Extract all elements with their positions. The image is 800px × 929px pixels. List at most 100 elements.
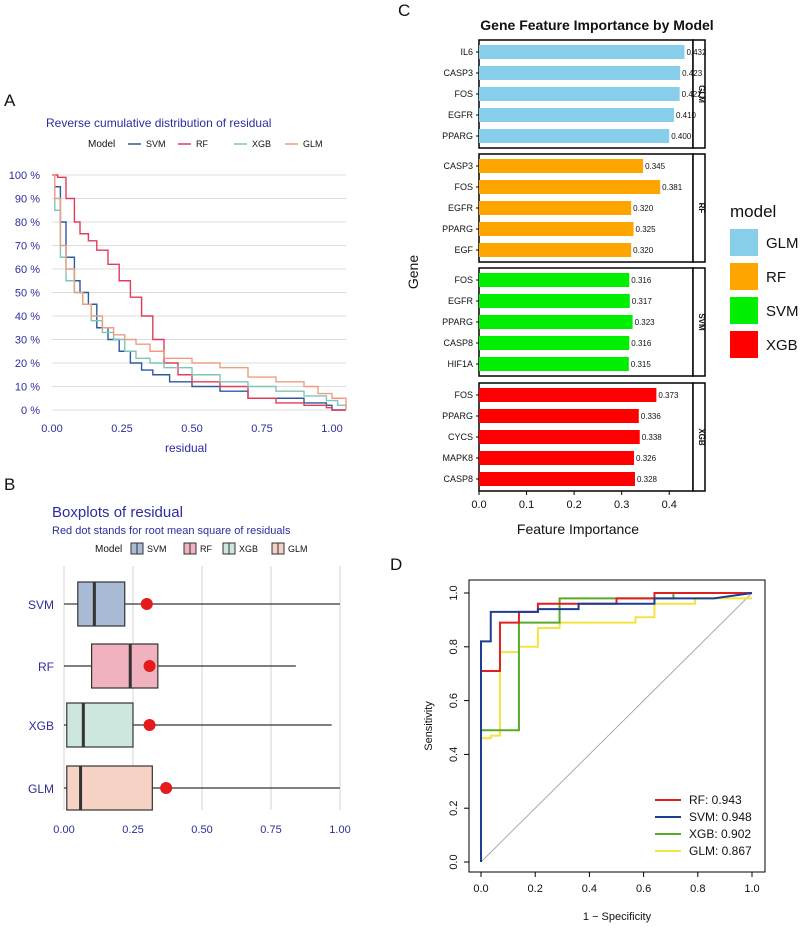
chart-c-category-label: CASP8 <box>443 338 473 348</box>
panel-label-d: D <box>390 555 402 574</box>
chart-d-ytick-label: 0.0 <box>448 854 460 869</box>
chart-b-xtick-label: 0.25 <box>122 824 143 836</box>
chart-b-xtick-label: 0.75 <box>260 824 281 836</box>
panel-label-b: B <box>4 475 15 494</box>
chart-d-xtick-label: 0.0 <box>473 883 488 895</box>
chart-b-xtick-label: 0.00 <box>53 824 74 836</box>
chart-c-legend-label: GLM <box>766 235 799 252</box>
chart-b-rmse-dot <box>143 660 156 672</box>
chart-a-series-line-glm <box>52 174 347 410</box>
chart-c-bar <box>479 430 640 444</box>
chart-b-legend: SVM RF XGB GLM <box>130 542 308 555</box>
chart-c-bar-value-label: 0.336 <box>641 412 662 421</box>
chart-d-ytick-label: 0.6 <box>448 693 460 708</box>
chart-c-legend-label: XGB <box>766 337 798 354</box>
chart-d-legend-label: RF: 0.943 <box>689 793 742 807</box>
chart-b-box-svm <box>77 581 126 627</box>
chart-c-bar <box>479 243 632 257</box>
chart-c-bar <box>479 180 661 194</box>
chart-c-x-ticks: 0.0 0.1 0.2 0.3 0.4 <box>471 490 693 511</box>
chart-b-category-label: GLM <box>28 782 54 796</box>
chart-a-legend-label: GLM <box>303 139 323 149</box>
chart-c-category-label: CASP3 <box>443 68 473 78</box>
chart-b-rmse-dot <box>143 719 156 731</box>
chart-c-category-label: IL6 <box>460 47 473 57</box>
chart-c-bar <box>479 108 674 122</box>
chart-a-xtick-label: 0.75 <box>251 423 272 435</box>
chart-c-bar-value-label: 0.317 <box>632 297 653 306</box>
chart-a-legend: SVM RF XGB GLM <box>128 139 323 149</box>
chart-a-ytick-label: 50 % <box>15 288 40 300</box>
chart-d-legend-label: SVM: 0.948 <box>689 810 752 824</box>
chart-a-series-line-xgb <box>52 174 347 410</box>
chart-c-bar-value-label: 0.381 <box>662 183 683 192</box>
chart-a-ytick-label: 90 % <box>15 194 40 206</box>
chart-c-category-label: PPARG <box>442 411 473 421</box>
chart-c-bar-value-label: 0.423 <box>682 69 703 78</box>
chart-c-category-label: PPARG <box>442 317 473 327</box>
chart-c-bar <box>479 315 633 329</box>
chart-c-xtick-label: 0.2 <box>566 499 581 511</box>
chart-c-legend-swatch <box>730 263 758 290</box>
chart-c-bar-value-label: 0.373 <box>658 391 679 400</box>
chart-a-y-ticks: 0 % 10 % 20 % 30 % 40 % 50 % 60 % 70 % 80 % 90 % 1… <box>9 170 40 417</box>
chart-a-ytick-label: 20 % <box>15 358 40 370</box>
chart-a-legend-label: RF <box>196 139 208 149</box>
chart-c-bar-value-label: 0.400 <box>671 132 692 141</box>
chart-c-bar <box>479 87 680 101</box>
chart-d-xlabel: 1 − Specificity <box>583 911 652 923</box>
chart-d-diagonal <box>480 592 753 863</box>
chart-d-legend-label: XGB: 0.902 <box>689 827 751 841</box>
panel-label-a: A <box>4 91 16 110</box>
chart-b-rmse-dot <box>160 782 173 794</box>
chart-b-legend-label: SVM <box>147 544 167 554</box>
chart-d-plot-frame <box>468 579 766 873</box>
chart-c-bar-value-label: 0.315 <box>631 360 652 369</box>
chart-c-bar <box>479 201 632 215</box>
chart-c-facet-label: GLM <box>697 85 706 103</box>
chart-d-legend-label: GLM: 0.867 <box>689 844 752 858</box>
chart-d-ytick-label: 1.0 <box>448 585 460 600</box>
chart-c-category-label: CASP3 <box>443 161 473 171</box>
chart-a-xtick-label: 0.50 <box>181 423 202 435</box>
chart-d-ylabel: Sensitivity <box>423 701 435 751</box>
chart-c-facet-label: RF <box>697 203 706 214</box>
panel-label-c: C <box>398 1 410 20</box>
chart-b-legend-label: GLM <box>288 544 308 554</box>
chart-b-legend-label: XGB <box>239 544 258 554</box>
chart-a-ytick-label: 10 % <box>15 382 40 394</box>
chart-c-bar-value-label: 0.325 <box>636 225 657 234</box>
chart-c-category-label: EGFR <box>448 296 474 306</box>
chart-c-bar-value-label: 0.316 <box>631 276 652 285</box>
chart-c-bar <box>479 45 685 59</box>
chart-d-xtick-label: 0.4 <box>582 883 597 895</box>
chart-c-legend-swatch <box>730 331 758 358</box>
chart-c-category-label: PPARG <box>442 224 473 234</box>
chart-c-bar <box>479 222 634 236</box>
chart-a-legend-title: Model <box>88 139 115 150</box>
chart-a-xtick-label: 1.00 <box>321 423 342 435</box>
chart-d-legend: RF: 0.943 SVM: 0.948 XGB: 0.902 GLM: 0.867 <box>655 793 752 858</box>
chart-c-category-label: FOS <box>454 275 473 285</box>
chart-c-legend-title: model <box>730 202 776 221</box>
chart-b-box-xgb <box>66 702 134 748</box>
chart-d-series <box>480 592 753 862</box>
chart-c-facet-strip <box>692 153 706 263</box>
chart-c-bar <box>479 388 657 402</box>
chart-b-category-label: SVM <box>28 598 54 612</box>
chart-d-ytick-label: 0.2 <box>448 801 460 816</box>
chart-c-legend-label: SVM <box>766 303 799 320</box>
chart-b-category-label: RF <box>38 660 54 674</box>
chart-a-xtick-label: 0.25 <box>111 423 132 435</box>
chart-c-bar-value-label: 0.320 <box>633 204 654 213</box>
chart-c-bar-value-label: 0.328 <box>637 475 658 484</box>
chart-c-category-label: CASP8 <box>443 474 473 484</box>
chart-c-category-label: FOS <box>454 89 473 99</box>
panel-b-boxplot-chart: Boxplots of residual Red dot stands for … <box>28 504 351 836</box>
chart-c-bar <box>479 451 635 465</box>
chart-c-bar-value-label: 0.422 <box>682 90 703 99</box>
chart-a-title: Reverse cumulative distribution of resid… <box>46 116 271 130</box>
chart-b-rmse-dot <box>140 598 153 610</box>
chart-b-legend-label: RF <box>200 544 212 554</box>
chart-c-bar-value-label: 0.432 <box>686 48 707 57</box>
